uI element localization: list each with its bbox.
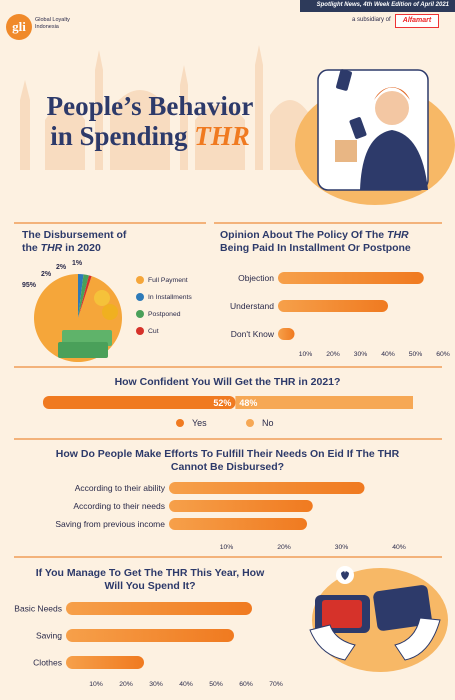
opinion-bar-chart: Objection Understand Don't Know 10% 20% 30% 40…: [230, 272, 450, 356]
legend-dot: [136, 276, 144, 284]
legend-item: In Installments: [136, 293, 192, 301]
main-title-line1: People’s Behavior: [46, 91, 254, 121]
pie-slice: [78, 274, 89, 318]
spending-chart-title: If You Manage To Get The THR This Year, …: [35, 567, 265, 592]
pie-slice: [78, 275, 92, 318]
axis-tick-label: 10%: [299, 351, 313, 356]
stacked-bar-segment: [235, 396, 413, 409]
skyline-illustration: [20, 45, 455, 205]
bar-category-label: Objection: [238, 273, 274, 283]
stacked-bar-value: 48%: [239, 398, 257, 408]
stacked-bar-value: 52%: [213, 398, 231, 408]
opinion-chart-title: Opinion About The Policy Of The THR Being…: [220, 229, 448, 255]
pie-label-cut: 1%: [72, 260, 83, 267]
bar-category-label: Basic Needs: [14, 604, 62, 614]
confidence-stacked-bar: 52% 48% Yes No: [43, 396, 413, 428]
axis-tick-label: 40%: [392, 544, 406, 551]
efforts-chart-title: How Do People Make Efforts To Fulfill Th…: [55, 448, 400, 473]
axis-tick-label: 30%: [354, 351, 368, 356]
legend-label: Postponed: [148, 310, 181, 318]
legend-label: Full Payment: [148, 276, 188, 284]
bar: [66, 656, 144, 669]
title-prefix: in Spending: [50, 121, 195, 151]
axis-tick-label: 50%: [209, 681, 223, 686]
bar-category-label: Saving from previous income: [55, 519, 165, 529]
axis-tick-label: 30%: [335, 544, 349, 551]
axis-tick-label: 20%: [277, 544, 291, 551]
bar: [66, 602, 252, 615]
bar: [169, 482, 365, 494]
opinion-title-text: Opinion About The Policy Of The THR Being…: [220, 229, 411, 254]
confidence-chart-title: How Confident You Will Get the THR in 20…: [114, 376, 341, 388]
spending-bar-chart: Basic Needs Saving Clothes 10% 20% 30% 40% 50% 6…: [14, 602, 283, 686]
bar: [66, 629, 234, 642]
bar: [278, 272, 424, 284]
legend-label: In Installments: [148, 293, 192, 301]
axis-tick-label: 40%: [179, 681, 193, 686]
axis-tick-label: 20%: [326, 351, 340, 356]
section-divider: [14, 556, 442, 558]
legend-label: No: [262, 418, 274, 428]
stacked-bar-segment: [43, 396, 236, 409]
bar: [169, 518, 307, 530]
section-divider: [14, 222, 206, 224]
subsidiary-text: a subsidiary of: [352, 17, 391, 23]
bar: [169, 500, 313, 512]
axis-tick-label: 10%: [220, 544, 234, 551]
money-stack-illustration: [58, 290, 118, 358]
pie-chart-title: The Disbursement of the THR in 2020: [22, 229, 202, 255]
bar-category-label: Clothes: [33, 658, 62, 668]
logo-text: Global Loyalty Indonesia: [35, 17, 70, 30]
axis-tick-label: 50%: [409, 351, 423, 356]
legend-item: Cut: [136, 327, 192, 335]
section-divider: [14, 438, 442, 440]
alfamart-logo: Alfamart: [395, 14, 439, 28]
legend-dot: [136, 327, 144, 335]
legend-item: Full Payment: [136, 276, 192, 284]
pie-title-text: The Disbursement of the THR in 2020: [22, 229, 127, 254]
efforts-bar-chart: According to their ability According to t…: [55, 482, 406, 551]
pie-label-installments: 2%: [41, 271, 52, 278]
pie-chart: [34, 274, 123, 362]
axis-tick-label: 40%: [381, 351, 395, 356]
legend-dot: [136, 310, 144, 318]
bar-category-label: According to their ability: [75, 483, 166, 493]
edition-banner: Spotlight News, 4th Week Edition of Apri…: [300, 0, 455, 12]
pie-slice: [78, 274, 84, 318]
bar-category-label: Don't Know: [231, 329, 275, 339]
main-title-line2: in Spending THR: [0, 121, 300, 152]
title-emphasis: THR: [194, 121, 250, 151]
axis-tick-label: 70%: [269, 681, 283, 686]
bar: [278, 328, 295, 340]
gli-logo: gli: [6, 14, 32, 40]
pie-label-full: 95%: [22, 282, 37, 289]
bar: [278, 300, 388, 312]
legend-dot: [136, 293, 144, 301]
legend-label: Yes: [192, 418, 207, 428]
legend-label: Cut: [148, 327, 159, 335]
axis-tick-label: 10%: [89, 681, 103, 686]
section-divider: [14, 366, 442, 368]
legend-item: Postponed: [136, 310, 192, 318]
pie-label-postponed: 2%: [56, 264, 67, 271]
axis-tick-label: 30%: [149, 681, 163, 686]
bar-category-label: Understand: [230, 301, 274, 311]
pie-legend: Full Payment In Installments Postponed C…: [136, 276, 192, 335]
legend-dot: [176, 419, 184, 427]
wallet-illustration: [309, 566, 448, 672]
bar-category-label: Saving: [36, 631, 62, 641]
section-divider: [214, 222, 442, 224]
bar-category-label: According to their needs: [73, 501, 165, 511]
legend-dot: [246, 419, 254, 427]
axis-tick-label: 60%: [436, 351, 450, 356]
axis-tick-label: 20%: [119, 681, 133, 686]
axis-tick-label: 60%: [239, 681, 253, 686]
